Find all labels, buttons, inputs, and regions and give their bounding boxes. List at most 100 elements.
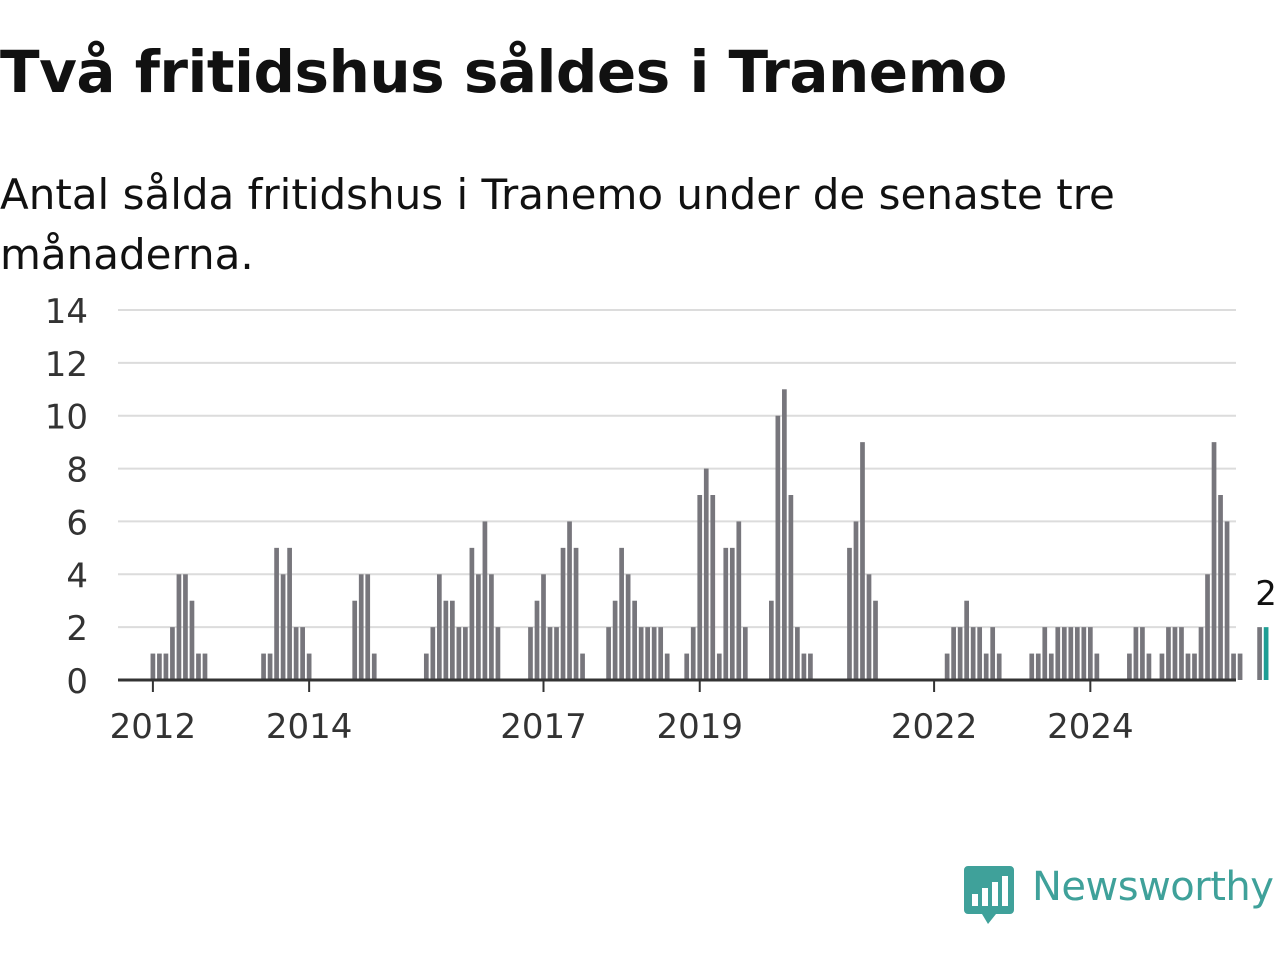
bar <box>625 574 631 680</box>
bar <box>1061 627 1067 680</box>
y-tick-label: 4 <box>66 556 88 596</box>
bar <box>1172 627 1178 680</box>
bar <box>352 600 358 680</box>
bar <box>860 442 865 680</box>
bar <box>528 627 533 680</box>
bar <box>645 627 651 680</box>
bar <box>801 653 807 680</box>
bar <box>443 600 449 680</box>
bar <box>300 627 305 680</box>
bar <box>430 627 436 680</box>
y-tick-label: 0 <box>66 662 88 702</box>
bar <box>150 653 156 680</box>
x-tick-label: 2019 <box>656 707 743 747</box>
y-tick-label: 8 <box>66 451 88 491</box>
y-tick-label: 10 <box>45 398 88 438</box>
bar <box>970 627 976 680</box>
bar <box>1179 627 1184 680</box>
bar <box>769 600 774 680</box>
bar <box>944 653 950 680</box>
bar <box>990 627 996 680</box>
bar <box>1211 442 1217 680</box>
bar <box>1224 521 1230 680</box>
x-tick-label: 2012 <box>110 707 197 747</box>
bar <box>176 574 182 680</box>
x-tick-label: 2014 <box>266 707 353 747</box>
bar <box>964 600 969 680</box>
page-subtitle: Antal sålda fritidshus i Tranemo under d… <box>0 170 1115 279</box>
bar <box>541 574 546 680</box>
bar <box>170 627 175 680</box>
bar <box>456 627 462 680</box>
bar <box>1146 653 1152 680</box>
bar <box>866 574 872 680</box>
bar <box>684 653 690 680</box>
bar <box>358 574 364 680</box>
bar <box>1140 627 1145 680</box>
bar <box>716 653 722 680</box>
bar <box>1198 627 1204 680</box>
bar <box>847 547 852 680</box>
bar <box>450 600 455 680</box>
x-tick-label: 2017 <box>500 707 587 747</box>
bar <box>476 574 481 680</box>
bar <box>983 653 989 680</box>
bar <box>690 627 696 680</box>
bar <box>723 547 729 680</box>
bar <box>1231 653 1236 680</box>
bar <box>853 521 859 680</box>
bar <box>1237 653 1243 680</box>
bar <box>1087 627 1093 680</box>
bar <box>287 547 292 680</box>
bar <box>782 389 787 680</box>
bar <box>261 653 266 680</box>
bar <box>267 653 273 680</box>
bar <box>1205 574 1210 680</box>
bar <box>808 653 813 680</box>
bar <box>697 495 703 680</box>
bar <box>495 627 501 680</box>
bar <box>1029 653 1035 680</box>
bar <box>567 521 572 680</box>
bar <box>1081 627 1087 680</box>
bar <box>651 627 657 680</box>
bar <box>703 468 709 680</box>
bar <box>163 653 169 680</box>
newsworthy-logo: Newsworthy <box>962 862 1280 928</box>
bar <box>606 627 611 680</box>
newsworthy-logo-text: Newsworthy <box>1032 864 1274 910</box>
bar <box>1166 627 1171 680</box>
y-tick-label: 2 <box>66 609 88 649</box>
bar <box>365 574 371 680</box>
bar <box>664 653 670 680</box>
bar <box>1218 495 1223 680</box>
bar <box>951 627 956 680</box>
bar <box>274 547 279 680</box>
bar <box>554 627 559 680</box>
bar <box>371 653 377 680</box>
bar <box>482 521 488 680</box>
bar <box>1035 653 1041 680</box>
bar <box>189 600 195 680</box>
bar <box>736 521 742 680</box>
bar <box>306 653 312 680</box>
bar <box>873 600 878 680</box>
bar <box>658 627 664 680</box>
bar <box>580 653 585 680</box>
bar <box>1127 653 1132 680</box>
newsworthy-logo-icon <box>964 866 1014 924</box>
highlight-value-label: 2 <box>1255 574 1277 614</box>
bar <box>196 653 201 680</box>
bar <box>1048 653 1054 680</box>
bar <box>795 627 800 680</box>
bar <box>1055 627 1061 680</box>
bar <box>469 547 475 680</box>
bar <box>1257 627 1262 680</box>
y-tick-label: 14 <box>45 292 88 332</box>
bar <box>1042 627 1048 680</box>
bar <box>1159 653 1165 680</box>
bar <box>157 653 162 680</box>
y-tick-label: 12 <box>45 345 88 385</box>
bar <box>534 600 540 680</box>
